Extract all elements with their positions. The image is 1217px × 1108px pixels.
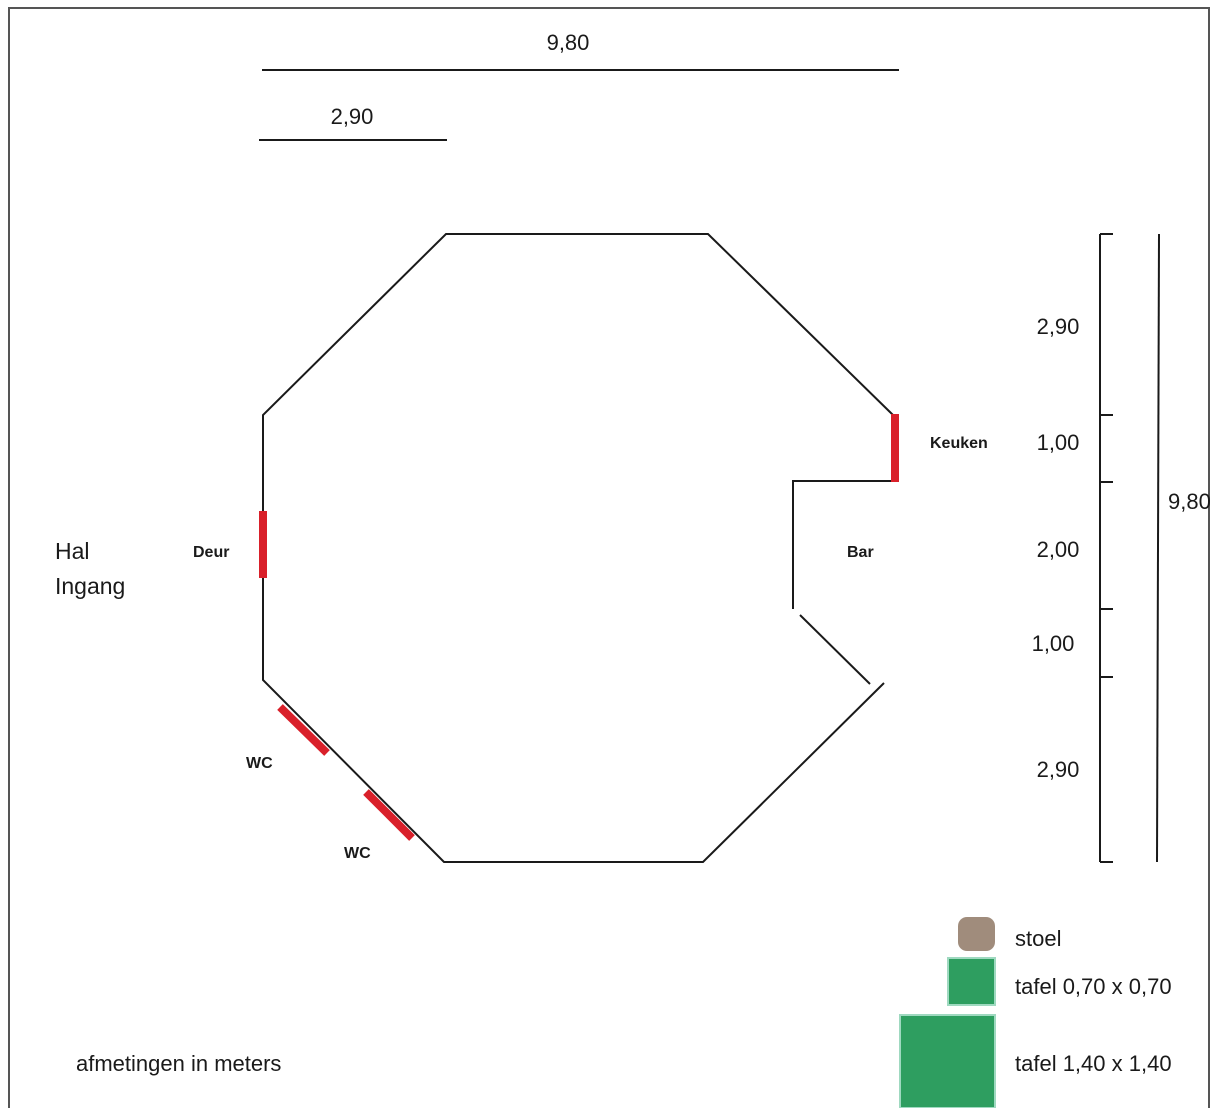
tafel-large-label: tafel 1,40 x 1,40 [1015,1051,1172,1076]
wc-label-1: WC [246,755,273,772]
stoel-swatch [958,917,995,951]
page-border [8,7,1210,1108]
bar-angled-wall [799,614,871,685]
top-segment-dimension: 2,90 [331,104,374,129]
deur-label: Deur [193,544,229,561]
right-total-dimension-line [1156,233,1160,863]
keuken-label: Keuken [930,435,988,452]
wc-label-2: WC [344,845,371,862]
wc-opening-2 [363,789,415,841]
units-note: afmetingen in meters [76,1051,281,1076]
bar-label: Bar [847,544,874,561]
tafel-small-swatch [947,957,996,1006]
right-segment-3: 2,00 [1037,537,1080,562]
tafel-large-swatch [899,1014,996,1108]
ingang-label: Ingang [55,573,125,599]
right-segment-1: 2,90 [1037,314,1080,339]
bar-wall [792,480,893,609]
right-segment-5: 2,90 [1037,757,1080,782]
top-total-dimension: 9,80 [547,30,590,55]
right-total-dimension: 9,80 [1168,489,1211,514]
room-wall [262,233,894,863]
tafel-small-label: tafel 0,70 x 0,70 [1015,974,1172,999]
right-segment-4: 1,00 [1032,631,1075,656]
stoel-label: stoel [1015,926,1061,951]
wc-opening-1 [277,704,330,756]
right-segment-dimension [1099,233,1113,863]
hal-label: Hal [55,538,90,564]
right-segment-2: 1,00 [1037,430,1080,455]
